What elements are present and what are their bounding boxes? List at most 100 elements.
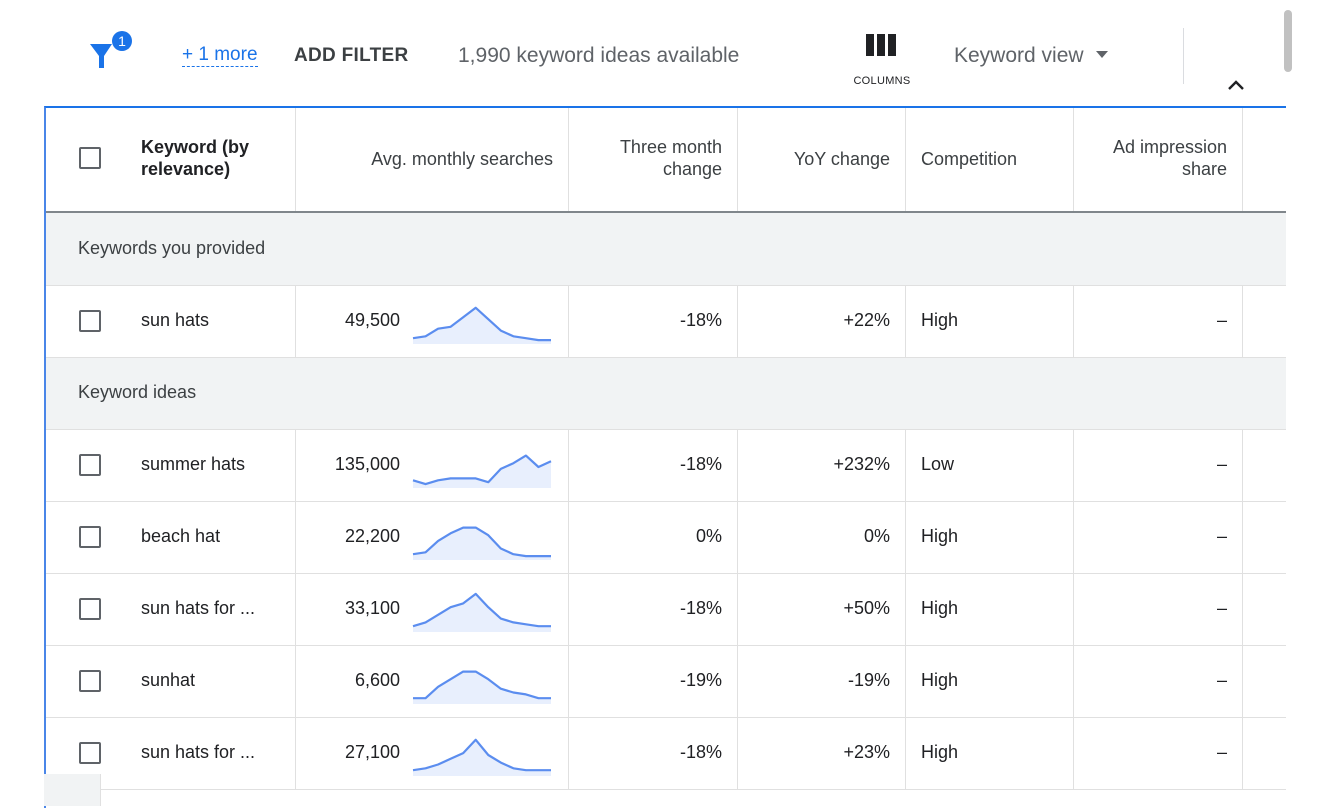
competition-value: High [921,598,959,618]
header-competition-cell[interactable]: Competition [906,108,1074,211]
columns-button[interactable]: COLUMNS [842,30,922,92]
competition-value: Low [921,454,955,474]
three-month-change-value: -18% [679,598,722,618]
keyword-view-label: Keyword view [954,44,1084,67]
competition-value: High [921,670,959,690]
trend-sparkline [412,306,551,344]
header-keyword-line2: relevance) [141,159,231,179]
keyword-cell: summer hats [46,430,296,501]
row-checkbox[interactable] [79,670,101,692]
corner-tab [44,774,101,806]
trend-sparkline [412,592,551,632]
keyword-text[interactable]: sunhat [141,670,196,690]
header-avg-searches[interactable]: Avg. monthly searches [371,149,553,169]
caret-down-icon [1095,50,1108,58]
yoy-change-value: 0% [863,526,890,546]
keyword-table: Keyword (by relevance) Avg. monthly sear… [44,106,1286,808]
competition-cell: High [906,718,1074,789]
section-row-provided: Keywords you provided [46,213,1286,286]
header-competition[interactable]: Competition [921,149,1018,169]
sparkline-line [412,526,551,558]
header-ad-impression-cell[interactable]: Ad impression share [1074,108,1243,211]
row-checkbox[interactable] [79,598,101,620]
table-row: sun hats for ... 33,100 -18% +50% High – [46,574,1286,646]
collapse-button[interactable] [1222,70,1250,98]
competition-cell: High [906,502,1074,573]
header-three-month-line2: change [662,159,722,179]
keyword-text[interactable]: sun hats for ... [141,598,256,618]
header-yoy[interactable]: YoY change [793,149,890,169]
header-keyword-line1: Keyword (by [141,137,250,157]
competition-value: High [921,742,959,762]
avg-searches-value: 6,600 [354,670,400,690]
ad-share-cell: – [1074,718,1243,789]
competition-cell: High [906,286,1074,357]
ad-share-cell: – [1074,430,1243,501]
keyword-cell: sun hats [46,286,296,357]
ad-share-cell: – [1074,574,1243,645]
more-filters-link[interactable]: + 1 more [182,44,258,67]
keyword-text[interactable]: sun hats [141,310,210,330]
add-filter-button[interactable]: ADD FILTER [294,45,409,66]
table-row: sunhat 6,600 -19% -19% High – [46,646,1286,718]
yoy-cell: -19% [738,646,906,717]
header-three-month-cell[interactable]: Three month change [569,108,738,211]
header-yoy-cell[interactable]: YoY change [738,108,906,211]
searches-cell: 49,500 [296,286,569,357]
filter-funnel-icon[interactable]: 1 [88,30,132,70]
header-ad-impression-line1: Ad impression [1112,137,1227,157]
toolbar-divider [1183,28,1184,84]
sparkline-area [413,593,551,632]
ad-impression-share-value: – [1216,526,1227,546]
three-month-change-value: -19% [679,670,722,690]
row-checkbox[interactable] [79,310,101,332]
ad-impression-share-value: – [1216,454,1227,474]
select-all-checkbox[interactable] [79,147,101,169]
searches-cell: 22,200 [296,502,569,573]
keyword-view-dropdown[interactable]: Keyword view [954,44,1108,68]
three-month-change-value: -18% [679,454,722,474]
table-header-row: Keyword (by relevance) Avg. monthly sear… [46,108,1286,213]
header-keyword[interactable]: Keyword (by relevance) [141,136,249,180]
keyword-cell: beach hat [46,502,296,573]
ad-impression-share-value: – [1216,310,1227,330]
header-avg-searches-cell[interactable]: Avg. monthly searches [296,108,569,211]
row-checkbox[interactable] [79,454,101,476]
header-three-month[interactable]: Three month change [620,136,722,180]
trend-sparkline [412,526,551,560]
columns-label: COLUMNS [853,75,911,87]
searches-cell: 135,000 [296,430,569,501]
yoy-cell: 0% [738,502,906,573]
header-ad-impression[interactable]: Ad impression share [1113,136,1227,180]
three-month-cell: -19% [569,646,738,717]
yoy-cell: +50% [738,574,906,645]
sparkline-line [413,670,551,700]
avg-searches-value: 49,500 [344,310,400,330]
header-keyword-cell[interactable]: Keyword (by relevance) [46,108,296,211]
searches-cell: 27,100 [296,718,569,789]
keyword-cell: sun hats for ... [46,574,296,645]
searches-cell: 6,600 [296,646,569,717]
keyword-text[interactable]: beach hat [141,526,221,546]
searches-cell: 33,100 [296,574,569,645]
three-month-cell: 0% [569,502,738,573]
keyword-text[interactable]: summer hats [141,454,246,474]
header-three-month-line1: Three month [619,137,722,157]
competition-cell: High [906,574,1074,645]
ad-impression-share-value: – [1216,742,1227,762]
yoy-cell: +23% [738,718,906,789]
vertical-scrollbar[interactable] [1284,10,1292,72]
keyword-cell: sun hats for ... [46,718,296,789]
avg-searches-value: 33,100 [344,598,400,618]
row-checkbox[interactable] [79,742,101,764]
yoy-change-value: -19% [847,670,890,690]
sparkline-area [413,671,551,704]
three-month-cell: -18% [569,430,738,501]
keyword-text[interactable]: sun hats for ... [141,742,256,762]
table-row: summer hats 135,000 -18% +232% Low – [46,430,1286,502]
competition-cell: Low [906,430,1074,501]
row-checkbox[interactable] [79,526,101,548]
competition-value: High [921,310,959,330]
sparkline-line [412,738,551,772]
yoy-change-value: +232% [833,454,890,474]
